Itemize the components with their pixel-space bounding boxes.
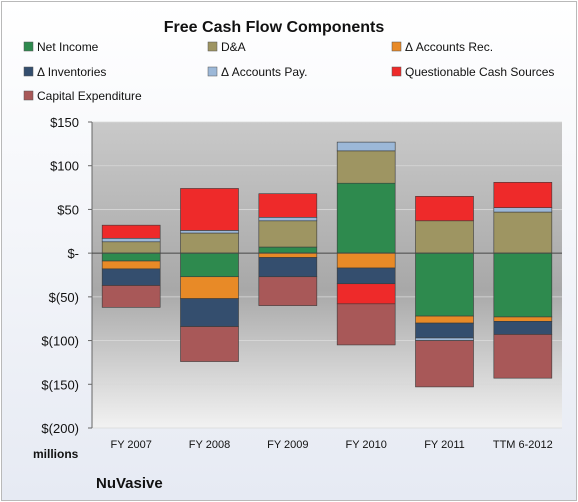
- bar-segment-0-1: [101, 241, 161, 254]
- chart-title: Free Cash Flow Components: [164, 19, 385, 36]
- bar-segment-4-6: [415, 340, 474, 388]
- bar-segment-5-0: [493, 252, 553, 318]
- x-tick-label-5: TTM 6-2012: [493, 439, 553, 451]
- bar-segment-0-2: [101, 260, 161, 270]
- y-tick-label-7: $(200): [41, 421, 79, 436]
- bar-segment-2-2: [258, 252, 318, 258]
- bar-segment-1-6: [180, 326, 239, 362]
- bar-segment-4-1: [415, 220, 474, 254]
- legend-swatch-2: [391, 41, 402, 52]
- legend-swatch-3: [23, 66, 34, 77]
- bar-segment-1-5: [180, 188, 239, 231]
- bar-segment-1-0: [180, 252, 239, 278]
- bar-segment-2-4: [258, 216, 318, 222]
- bar-segment-3-0: [336, 182, 396, 254]
- legend-label-5: Questionable Cash Sources: [405, 65, 554, 79]
- bar-segment-4-0: [415, 252, 474, 317]
- bar-segment-1-2: [180, 276, 239, 299]
- y-tick-label-6: $(150): [41, 377, 79, 392]
- legend-swatch-1: [207, 41, 218, 52]
- x-tick-label-3: FY 2010: [345, 439, 386, 451]
- bar-segment-1-4: [180, 230, 239, 234]
- bar-segment-2-3: [258, 257, 318, 278]
- bar-segment-3-4: [336, 141, 396, 152]
- bar-segment-3-6: [336, 303, 396, 346]
- bar-segment-0-5: [101, 224, 161, 239]
- legend-label-0: Net Income: [37, 40, 99, 54]
- x-tick-label-1: FY 2008: [189, 439, 230, 451]
- y-tick-label-0: $150: [50, 115, 79, 130]
- y-tick-label-3: $-: [67, 246, 79, 261]
- bar-segment-5-4: [493, 207, 553, 213]
- bar-segment-0-3: [101, 268, 161, 286]
- x-tick-label-4: FY 2011: [424, 439, 465, 451]
- bar-segment-2-5: [258, 193, 318, 218]
- y-tick-label-4: $(50): [49, 290, 79, 305]
- bar-segment-5-1: [493, 211, 553, 254]
- x-tick-label-2: FY 2009: [267, 439, 308, 451]
- bar-segment-2-0: [258, 246, 318, 254]
- bar-segment-3-3: [336, 267, 396, 285]
- bar-segment-4-2: [415, 315, 474, 324]
- bar-segment-3-1: [336, 150, 396, 184]
- company-name: NuVasive: [96, 475, 163, 492]
- bar-segment-0-6: [101, 285, 161, 308]
- bar-segment-3-2: [336, 252, 396, 269]
- legend-swatch-4: [207, 66, 218, 77]
- x-tick-label-0: FY 2007: [110, 439, 151, 451]
- bar-segment-4-4: [415, 337, 474, 341]
- bar-segment-5-5: [493, 182, 553, 208]
- bar-segment-0-4: [101, 237, 161, 243]
- bar-segment-3-5: [336, 283, 396, 305]
- legend-swatch-5: [391, 66, 402, 77]
- y-tick-label-5: $(100): [41, 334, 79, 349]
- y-tick-label-2: $50: [57, 202, 79, 217]
- unit-label: millions: [33, 447, 79, 461]
- legend-label-3: Δ Inventories: [37, 65, 106, 79]
- bar-segment-5-6: [493, 334, 553, 379]
- bar-segment-2-1: [258, 220, 318, 248]
- bar-segment-5-3: [493, 321, 553, 335]
- legend-swatch-6: [23, 90, 34, 101]
- bar-segment-4-5: [415, 196, 474, 222]
- legend-label-2: Δ Accounts Rec.: [405, 40, 493, 54]
- legend-label-6: Capital Expenditure: [37, 89, 142, 103]
- legend-label-1: D&A: [221, 40, 246, 54]
- bar-segment-4-3: [415, 322, 474, 339]
- bar-segment-0-0: [101, 252, 161, 262]
- bar-segment-2-6: [258, 276, 318, 306]
- plot-area: [92, 122, 562, 428]
- legend-label-4: Δ Accounts Pay.: [221, 65, 308, 79]
- legend-swatch-0: [23, 41, 34, 52]
- bar-segment-5-2: [493, 316, 553, 322]
- bar-segment-1-3: [180, 298, 239, 327]
- y-tick-label-1: $100: [50, 159, 79, 174]
- bar-segment-1-1: [180, 232, 239, 254]
